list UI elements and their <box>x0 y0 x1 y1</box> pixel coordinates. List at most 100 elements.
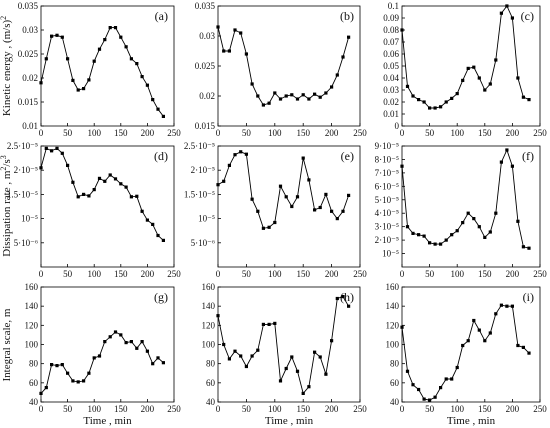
x-tick-label: 200 <box>506 404 520 414</box>
data-point <box>44 146 48 150</box>
data-point <box>510 304 514 308</box>
data-point <box>66 163 70 167</box>
y-tick-label: 6·10⁻⁵ <box>375 181 399 191</box>
data-point <box>113 177 118 181</box>
data-point <box>273 220 277 225</box>
data-point <box>113 26 118 30</box>
y-tick-label: 1.5·10⁻⁵ <box>7 189 38 199</box>
data-point <box>527 246 531 250</box>
x-tick-label: 250 <box>353 404 367 414</box>
data-point <box>129 340 133 344</box>
data-point <box>55 146 59 150</box>
x-tick-label: 200 <box>141 404 155 414</box>
y-tick-label: 0.03 <box>22 25 38 35</box>
data-point <box>97 176 102 180</box>
x-tick-label: 0 <box>400 128 405 138</box>
panel-i: 40 60 80 100 120 140 160 0 50 100 150 200 250 (i) Time… <box>386 282 548 427</box>
data-point <box>60 151 64 155</box>
data-point <box>145 83 149 87</box>
data-point <box>455 229 459 233</box>
data-point <box>97 354 102 358</box>
x-tick-label: 50 <box>425 128 435 138</box>
data-point <box>39 391 43 395</box>
data-point <box>477 225 481 229</box>
data-point <box>129 195 133 199</box>
data-point <box>422 100 426 104</box>
x-tick-label: 50 <box>425 269 435 279</box>
data-point <box>330 209 334 213</box>
data-point <box>324 372 328 376</box>
data-point <box>295 195 300 199</box>
data-point <box>239 150 243 154</box>
series-line <box>217 26 350 106</box>
data-point <box>341 209 345 213</box>
data-point <box>516 343 520 348</box>
data-point <box>227 49 231 53</box>
data-point <box>55 364 59 368</box>
data-point <box>307 178 311 182</box>
data-point <box>439 105 443 109</box>
panel-label: (a) <box>155 9 168 23</box>
data-point <box>295 369 300 373</box>
x-tick-label: 0 <box>39 269 44 279</box>
data-point <box>39 166 43 170</box>
data-point <box>450 96 454 100</box>
x-tick-label: 100 <box>87 128 101 138</box>
x-tick-label: 100 <box>450 128 464 138</box>
data-point <box>505 148 509 152</box>
x-tick-label: 0 <box>216 128 221 138</box>
data-point <box>527 98 531 102</box>
y-tick-label: 0.015 <box>18 97 39 107</box>
data-point <box>135 62 139 66</box>
data-point <box>417 233 421 237</box>
panel-e: 5·10⁻⁶ 10⁻⁵ 1.5·10⁻⁵ 2·10⁻⁵ 2.5·10⁻⁵ 0 50 100 15… <box>184 141 367 279</box>
y-tick-label: 0.035 <box>18 1 39 11</box>
y-tick-label: 140 <box>202 301 216 311</box>
data-point <box>216 25 220 29</box>
x-tick-label: 150 <box>478 128 492 138</box>
x-tick-label: 50 <box>242 269 252 279</box>
data-point <box>444 238 448 242</box>
data-point <box>417 98 421 102</box>
series-line <box>40 27 164 117</box>
data-point <box>483 339 487 343</box>
data-point <box>222 179 226 183</box>
data-point <box>494 211 498 215</box>
x-tick-label: 200 <box>506 128 520 138</box>
x-tick-label: 0 <box>400 404 405 414</box>
data-point <box>87 194 91 198</box>
data-point <box>499 160 503 164</box>
data-point <box>466 339 470 343</box>
data-point <box>273 321 277 325</box>
data-point <box>318 95 322 99</box>
y-tick-label: 0.06 <box>383 49 399 59</box>
panel-label: (b) <box>340 9 354 23</box>
data-point <box>66 371 70 375</box>
data-point <box>301 93 305 97</box>
x-tick-label: 200 <box>325 404 339 414</box>
data-point <box>455 92 459 96</box>
data-point <box>244 52 248 56</box>
data-point <box>76 88 80 92</box>
data-point <box>92 59 96 63</box>
y-tick-label: 5·10⁻⁶ <box>191 238 215 248</box>
data-point <box>119 333 123 337</box>
data-point <box>341 295 345 299</box>
data-point <box>151 222 155 226</box>
x-tick-label: 150 <box>478 404 492 414</box>
data-point <box>284 195 288 199</box>
x-tick-label: 100 <box>450 269 464 279</box>
data-point <box>103 340 107 344</box>
data-point <box>156 356 160 360</box>
data-point <box>161 238 165 242</box>
data-point <box>44 57 48 61</box>
y-tick-label: 2.5·10⁻⁵ <box>184 141 215 151</box>
y-tick-label: 0.01 <box>383 109 399 119</box>
y-tick-label: 140 <box>386 301 400 311</box>
y-tick-label: 160 <box>202 282 216 292</box>
x-tick-label: 250 <box>353 269 367 279</box>
x-tick-label: 200 <box>141 128 155 138</box>
x-tick-label: 150 <box>296 269 310 279</box>
plot-frame <box>40 286 175 403</box>
y-tick-label: 100 <box>386 340 400 350</box>
